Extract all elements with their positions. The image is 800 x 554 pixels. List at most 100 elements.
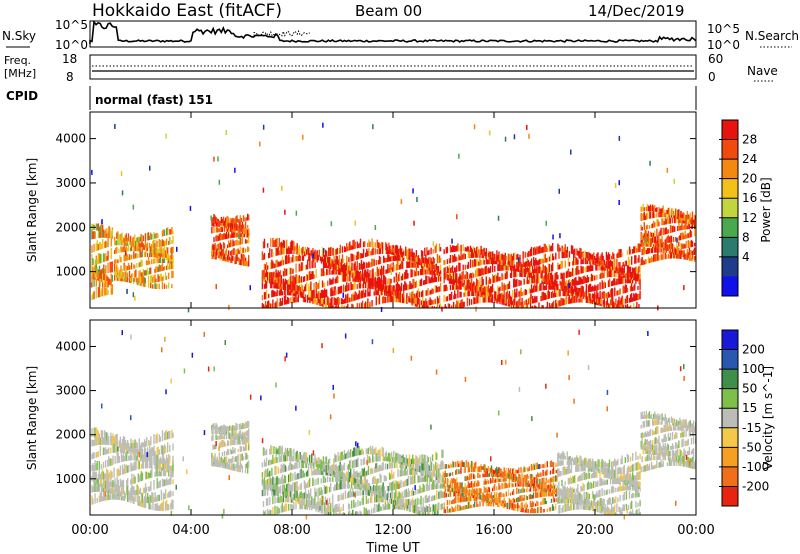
power-cell-3564 (456, 214, 458, 220)
velocity-cell-204 (121, 480, 124, 487)
power-cell-2652 (562, 284, 564, 290)
velocity-cell-1126 (319, 497, 321, 506)
power-cell-3087 (631, 293, 633, 302)
power-cell-1419 (367, 242, 369, 247)
power-cell-3602 (234, 167, 236, 173)
power-cell-1626 (397, 248, 400, 255)
power-cell-3012 (618, 262, 620, 267)
velocity-cell-1273 (342, 475, 344, 483)
power-cell-2400 (522, 258, 524, 267)
power-cell-3199 (646, 203, 649, 212)
power-cell-1273 (346, 282, 348, 292)
velocity-cell-927 (285, 456, 288, 462)
velocity-cell-1182 (327, 463, 330, 471)
power-cell-1643 (400, 275, 403, 281)
power-cell-2409 (524, 289, 526, 296)
power-cell-2283 (503, 283, 505, 291)
power-cell-1255 (344, 305, 346, 308)
power-cell-2464 (533, 285, 535, 293)
velocity-cell-1201 (332, 494, 334, 503)
power-cell-595 (227, 255, 229, 261)
power-cell-2172 (486, 259, 489, 265)
power-cell-2832 (589, 253, 592, 260)
power-cell-1965 (455, 293, 457, 299)
power-cell-3022 (619, 249, 621, 258)
power-cell-1167 (330, 261, 332, 267)
velocity-cell-1282 (343, 450, 346, 460)
velocity-cell-285 (134, 461, 136, 471)
power-cell-2920 (603, 259, 605, 266)
velocity-cell-313 (139, 500, 142, 507)
velocity-cell-663 (232, 447, 234, 454)
power-cell-3170 (643, 240, 645, 247)
velocity-cell-998 (297, 473, 299, 480)
velocity-cell-1005 (299, 501, 301, 510)
power-cell-405 (158, 264, 160, 272)
velocity-cell-767 (248, 421, 250, 428)
power-cell-1523 (384, 275, 386, 285)
power-cell-1931 (449, 267, 452, 273)
power-cell-1287 (348, 297, 350, 303)
power-cell-1580 (392, 295, 394, 303)
power-cell-3555 (262, 187, 265, 193)
power-cell-2511 (540, 282, 542, 291)
power-cell-2635 (560, 297, 562, 306)
power-cell-3095 (632, 277, 634, 284)
power-cell-1484 (378, 294, 381, 305)
power-cell-2868 (596, 285, 598, 291)
power-cell-3277 (658, 206, 660, 213)
power-cell-1215 (337, 276, 339, 283)
power-cell-995 (299, 255, 302, 261)
velocity-cell-1209 (333, 469, 335, 475)
power-cell-2742 (576, 266, 578, 275)
velocity-cell-43 (97, 485, 99, 492)
power-cell-3033 (621, 265, 623, 273)
power-cell-1042 (309, 271, 311, 280)
power-cell-1550 (388, 285, 390, 294)
power-cell-953 (293, 275, 295, 285)
power-cell-2432 (527, 259, 530, 267)
power-cell-1189 (334, 306, 336, 308)
power-cell-357 (151, 275, 153, 283)
power-cell-1261 (344, 263, 346, 271)
power-cell-1086 (316, 293, 318, 299)
velocity-cell-581 (219, 426, 221, 431)
power-cell-1431 (369, 277, 371, 284)
power-colorbar-swatch-1 (722, 139, 738, 160)
power-cell-2730 (575, 294, 577, 303)
velocity-cell-1301 (347, 491, 350, 498)
power-cell-1935 (450, 291, 453, 300)
power-cell-1232 (340, 305, 343, 308)
power-cell-2619 (556, 271, 558, 280)
power-cell-3025 (620, 276, 622, 284)
power-cell-3138 (638, 274, 640, 280)
velocity-cell-517 (172, 471, 174, 478)
power-cell-1928 (449, 284, 452, 291)
power-cell-1920 (448, 303, 451, 308)
power-cell-2524 (542, 291, 544, 301)
velocity-cell-416 (156, 503, 158, 511)
power-cell-2786 (583, 292, 585, 298)
power-cell-590 (225, 227, 228, 232)
power-cell-3253 (655, 241, 657, 246)
power-cell-3048 (624, 284, 627, 293)
power-cell-2740 (576, 287, 578, 293)
power-cell-2550 (545, 270, 548, 280)
power-cell-1876 (438, 295, 441, 304)
power-cell-3501 (691, 219, 694, 223)
power-cell-2045 (467, 279, 470, 286)
power-cell-85 (104, 268, 106, 274)
power-cell-64 (100, 269, 103, 280)
power-cell-3365 (671, 217, 674, 224)
power-cell-401 (157, 248, 159, 254)
velocity-cell-763 (248, 440, 250, 445)
power-cell-1676 (407, 257, 409, 262)
velocity-cell-956 (290, 448, 292, 457)
power-cell-2842 (592, 275, 594, 281)
velocity-cell-1087 (312, 477, 314, 487)
velocity-cell-1199 (331, 464, 333, 475)
velocity-cell-438 (158, 434, 160, 443)
velocity-cell-173 (116, 468, 118, 477)
power-cell-721 (244, 229, 247, 233)
power-cell-2061 (469, 245, 472, 252)
